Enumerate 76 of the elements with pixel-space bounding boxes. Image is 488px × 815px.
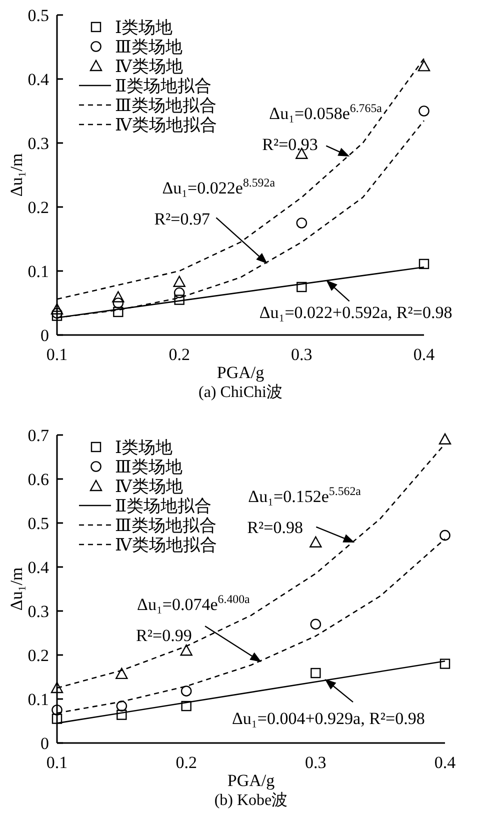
legend-label: Ⅳ类场地 — [115, 477, 183, 496]
point — [418, 106, 430, 116]
x-axis-title: PGA/g — [216, 363, 265, 382]
legend-label: Ⅳ类场地拟合 — [115, 536, 217, 554]
y-tick-label: 0.3 — [28, 134, 49, 153]
x-tick-label: 0.2 — [168, 345, 190, 364]
legend-label: Ⅱ类场地拟合 — [115, 496, 212, 516]
y-tick-label: 0.1 — [28, 690, 49, 709]
y-tick-label: 0 — [40, 326, 49, 345]
point — [310, 536, 322, 548]
y-tick-label: 0.1 — [28, 262, 49, 281]
point — [181, 700, 192, 712]
y-tick-label: 0 — [40, 734, 49, 753]
point — [296, 282, 307, 292]
text: (a) ChiChi波 — [198, 383, 282, 401]
legend-label: Ⅰ类场地 — [115, 18, 173, 37]
annotation: Δu₁=0.152e$^{5.562a}$ — [248, 484, 362, 506]
annotation: R²=0.93 — [262, 134, 318, 154]
annotation: R²=0.97 — [154, 210, 210, 229]
y-tick-label: 0.4 — [28, 558, 50, 577]
annotation: Δu₁=0.004+0.929a, R²=0.98 — [232, 709, 425, 728]
point — [438, 433, 452, 444]
x-tick-label: 0.2 — [176, 753, 197, 772]
annotation: Δu₁=0.074e$^{6.400a}$ — [137, 592, 251, 614]
legend-label: Ⅱ类场地拟合 — [115, 76, 212, 96]
legend-label: Ⅲ类场地拟合 — [115, 516, 216, 535]
legend-label: Ⅲ类场地 — [115, 458, 182, 476]
legend-label: Ⅳ类场地 — [115, 57, 183, 76]
point — [113, 306, 124, 318]
annotation: Δu₁=0.022e$^{8.592a}$ — [162, 176, 276, 198]
point — [180, 644, 192, 656]
y-tick-label: 0.2 — [28, 646, 49, 665]
point — [50, 682, 64, 694]
y-axis-title: Δu₁/m — [7, 567, 26, 611]
point — [50, 303, 64, 314]
point — [310, 668, 321, 678]
y-tick-label: 0.3 — [28, 602, 49, 621]
legend-label: Ⅰ类场地 — [115, 438, 173, 457]
point — [52, 714, 62, 724]
point — [116, 668, 128, 680]
text: (b) Kobe波 — [214, 791, 288, 809]
legend-label: Ⅲ类场地拟合 — [115, 96, 216, 115]
y-tick-label: 0.7 — [28, 426, 50, 445]
point — [173, 276, 186, 287]
legend-label: Ⅳ类场地拟合 — [115, 116, 217, 134]
x-tick-label: 0.3 — [305, 753, 326, 772]
point — [440, 658, 450, 669]
point — [116, 710, 127, 720]
y-tick-label: 0.2 — [28, 198, 49, 217]
point — [174, 287, 185, 298]
point — [112, 298, 124, 308]
annotation: Δu₁=0.058e$^{6.765a}$ — [269, 100, 383, 123]
annotation: R²=0.99 — [136, 626, 192, 646]
point — [52, 704, 62, 716]
point — [180, 686, 192, 696]
point — [440, 530, 450, 541]
annotation: R²=0.98 — [247, 518, 303, 537]
y-tick-label: 0.5 — [28, 6, 49, 25]
x-tick-label: 0.4 — [413, 345, 436, 364]
annotation: Δu₁=0.022+0.592a, R²=0.98 — [259, 303, 452, 322]
point — [418, 60, 430, 72]
point — [112, 291, 124, 302]
point — [296, 218, 308, 228]
point — [310, 618, 322, 630]
x-tick-label: 0.4 — [434, 753, 456, 772]
x-tick-label: 0.3 — [291, 345, 312, 364]
x-axis-title: PGA/g — [227, 771, 276, 790]
point — [418, 258, 430, 270]
y-tick-label: 0.5 — [28, 514, 49, 533]
point — [174, 294, 184, 305]
y-tick-label: 0.4 — [28, 70, 50, 89]
y-axis-title: Δu₁/m — [7, 153, 26, 197]
point — [116, 700, 128, 712]
y-tick-label: 0.6 — [28, 470, 49, 489]
legend-label: Ⅲ类场地 — [115, 38, 182, 56]
point — [52, 310, 62, 321]
